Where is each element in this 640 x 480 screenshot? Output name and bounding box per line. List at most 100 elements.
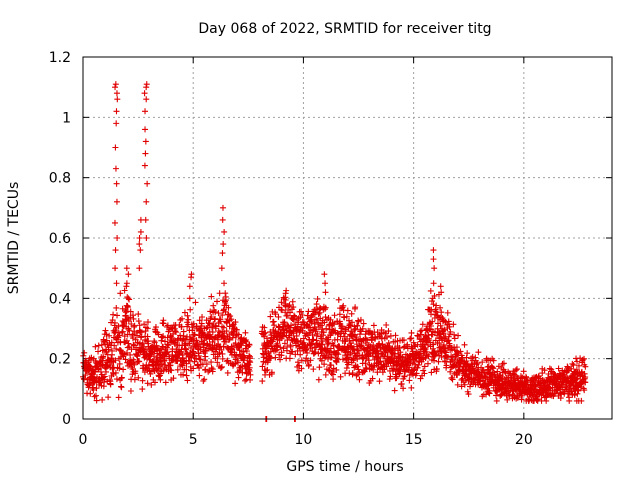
data-point [105,394,112,401]
data-point [246,342,253,349]
data-point [581,387,588,394]
data-point [113,345,120,352]
data-point [336,343,343,350]
data-point [246,364,253,371]
data-point [442,358,449,365]
data-point [446,323,453,330]
data-point [290,330,297,337]
data-point [259,363,266,370]
data-point [514,394,521,401]
data-point [275,313,282,320]
data-point [352,304,359,311]
data-point [438,313,445,320]
data-point [465,391,472,398]
data-point [134,353,141,360]
data-point [127,308,134,315]
data-point [350,345,357,352]
data-point [220,335,227,342]
data-point [309,327,316,334]
data-point [201,376,208,383]
data-point [151,339,158,346]
y-tick-label: 0.4 [49,291,71,307]
data-point [136,241,143,248]
data-point [123,265,130,272]
data-point [494,389,501,396]
data-point [212,308,219,315]
data-point [151,338,158,345]
data-point [139,377,146,384]
data-point [424,351,431,358]
data-point [225,336,232,343]
points-layer [80,81,589,422]
data-point [112,265,119,272]
data-point [135,311,142,318]
data-point [481,373,488,380]
data-point [142,108,149,115]
data-point [291,336,298,343]
data-point [312,349,319,356]
data-point [313,301,320,308]
data-point [221,228,228,235]
plot-frame [82,56,613,420]
data-point [155,331,162,338]
data-point [144,325,151,332]
data-point [208,293,215,300]
data-point [318,357,325,364]
data-point [334,336,341,343]
data-point [430,247,437,254]
data-point [109,351,116,358]
data-point [440,330,447,337]
data-point [242,329,249,336]
data-point [174,336,181,343]
data-point [461,341,468,348]
data-point [304,357,311,364]
data-point [134,332,141,339]
data-point [447,328,454,335]
data-point [112,144,119,151]
data-point [336,311,343,318]
data-point [142,216,149,223]
data-point [568,365,575,372]
data-point [451,331,458,338]
data-point [430,256,437,263]
data-point [110,311,117,318]
data-point [208,313,215,320]
data-point [125,295,132,302]
data-point [271,322,278,329]
data-point [196,317,203,324]
data-point [370,322,377,329]
data-point [429,295,436,302]
data-point [183,366,190,373]
data-point [112,247,119,254]
data-point [409,371,416,378]
data-point [366,327,373,334]
data-point [413,370,420,377]
data-point [187,306,194,313]
data-point [362,364,369,371]
data-point [181,309,188,316]
data-point [327,316,334,323]
data-point [437,304,444,311]
data-point [490,357,497,364]
data-point [428,369,435,376]
data-point [113,180,120,187]
data-point [578,397,585,404]
data-point [242,377,249,384]
data-point [97,379,104,386]
data-point [123,349,130,356]
data-point [437,322,444,329]
data-point [262,348,269,355]
data-point [113,90,120,97]
data-point [92,392,99,399]
data-point [348,310,355,317]
data-point [406,377,413,384]
data-point [112,328,119,335]
data-point [383,363,390,370]
data-point [320,332,327,339]
y-tick-label: 1 [62,110,71,126]
data-point [314,330,321,337]
y-tick-label: 0.6 [49,231,71,247]
data-point [127,351,134,358]
data-point [330,321,337,328]
data-point [431,357,438,364]
